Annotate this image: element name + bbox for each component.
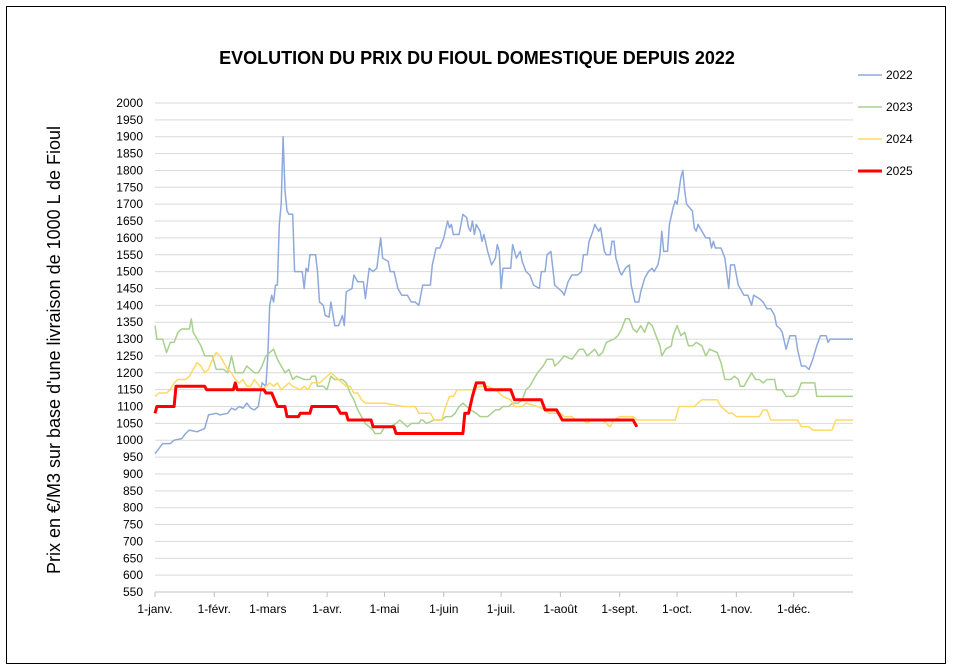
x-tick-label: 1-janv. [137, 602, 172, 616]
y-tick-label: 1300 [116, 332, 143, 346]
series-line-2022 [154, 135, 853, 455]
y-tick-label: 1200 [116, 366, 143, 380]
x-tick-label: 1-août [543, 602, 578, 616]
chart-frame [6, 6, 946, 664]
y-tick-label: 1100 [117, 400, 143, 414]
x-tick-label: 1-avr. [312, 602, 342, 616]
y-tick-label: 700 [123, 534, 143, 548]
y-tick-label: 550 [123, 585, 143, 599]
series-line-2024 [154, 351, 853, 431]
y-tick-label: 1650 [116, 214, 143, 228]
y-tick-label: 1850 [116, 147, 143, 161]
y-tick-label: 1500 [116, 265, 143, 279]
y-tick-label: 1000 [116, 433, 143, 447]
x-tick-label: 1-mai [369, 602, 399, 616]
x-tick-label: 1-mars [249, 602, 286, 616]
legend: 2022 2023 2024 2025 [858, 68, 913, 178]
y-tick-label: 2000 [116, 96, 143, 110]
y-tick-label: 1250 [116, 349, 143, 363]
y-tick-labels: 550 600 650 700 750 800 850 900 950 1000 1050 1100 1… [116, 96, 143, 599]
y-tick-label: 1050 [116, 416, 143, 430]
y-tick-label: 1900 [116, 130, 143, 144]
series-lines [153, 135, 853, 455]
y-tick-label: 1550 [116, 248, 143, 262]
x-tick-labels: 1-janv. 1-févr. 1-mars 1-avr. 1-mai 1-juin 1-j… [137, 592, 810, 616]
y-tick-label: 950 [123, 450, 143, 464]
y-tick-label: 1450 [116, 281, 143, 295]
y-tick-label: 900 [123, 467, 143, 481]
chart-title: EVOLUTION DU PRIX DU FIOUL DOMESTIQUE DE… [219, 48, 735, 68]
x-tick-label: 1-déc. [777, 602, 810, 616]
legend-label-2023: 2023 [886, 100, 913, 114]
y-tick-label: 800 [123, 501, 143, 515]
series-line-2023 [154, 318, 853, 435]
y-tick-label: 1150 [117, 383, 143, 397]
legend-label-2025: 2025 [886, 164, 913, 178]
y-tick-label: 1800 [116, 163, 143, 177]
x-tick-label: 1-juil. [487, 602, 516, 616]
y-tick-label: 600 [123, 568, 143, 582]
y-tick-label: 1400 [116, 298, 143, 312]
gridlines [155, 102, 853, 593]
x-tick-label: 1-sept. [601, 602, 638, 616]
x-tick-label: 1-juin [429, 602, 458, 616]
legend-label-2022: 2022 [886, 68, 913, 82]
y-tick-label: 850 [123, 484, 143, 498]
x-tick-label: 1-févr. [198, 602, 231, 616]
y-tick-label: 1750 [116, 180, 143, 194]
y-tick-label: 1350 [116, 315, 143, 329]
y-tick-label: 1600 [116, 231, 143, 245]
x-tick-label: 1-nov. [720, 602, 752, 616]
y-tick-label: 750 [123, 518, 143, 532]
x-tick-label: 1-oct. [662, 602, 692, 616]
y-tick-label: 650 [123, 551, 143, 565]
y-tick-label: 1700 [116, 197, 143, 211]
series-line-2025 [153, 381, 639, 435]
y-tick-label: 1950 [116, 113, 143, 127]
legend-label-2024: 2024 [886, 132, 913, 146]
